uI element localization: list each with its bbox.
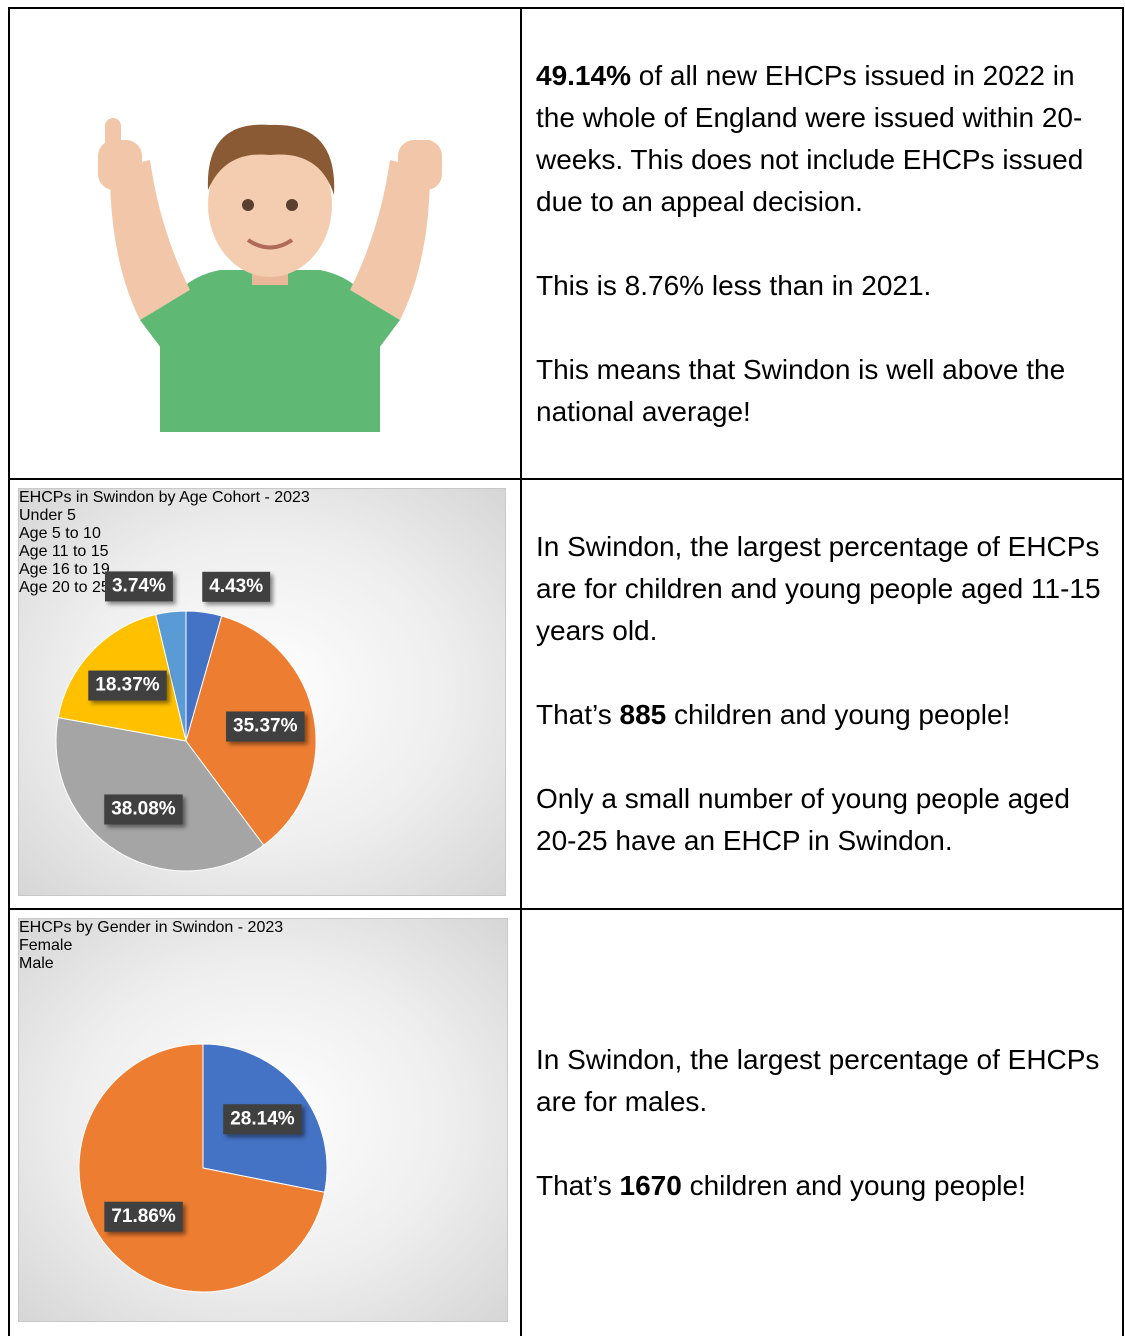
pie-svg: 28.14% 71.86% bbox=[19, 919, 507, 1321]
text: That’s bbox=[536, 699, 620, 730]
data-label: 3.74% bbox=[105, 571, 173, 601]
photo-boy bbox=[80, 110, 460, 432]
table-border bbox=[8, 7, 10, 1336]
paragraph: In Swindon, the largest percentage of EH… bbox=[536, 1039, 1116, 1123]
paragraph: In Swindon, the largest percentage of EH… bbox=[536, 526, 1116, 652]
text: In Swindon, the largest percentage of EH… bbox=[536, 531, 1101, 646]
pie-svg: 4.43% 35.37% 38.08% 18.37% 3.74% bbox=[19, 489, 505, 895]
text-cell: In Swindon, the largest percentage of EH… bbox=[522, 910, 1122, 1336]
text: children and young people! bbox=[666, 699, 1010, 730]
bold-text: 1670 bbox=[620, 1170, 682, 1201]
label-text: 35.37% bbox=[233, 715, 298, 736]
label-text: 18.37% bbox=[95, 675, 160, 696]
data-label: 28.14% bbox=[223, 1104, 301, 1134]
paragraph: Only a small number of young people aged… bbox=[536, 778, 1116, 862]
text: This is 8.76% less than in 2021. bbox=[536, 270, 931, 301]
text-cell: In Swindon, the largest percentage of EH… bbox=[522, 480, 1122, 908]
page: 49.14% of all new EHCPs issued in 2022 i… bbox=[0, 0, 1125, 1336]
label-text: 71.86% bbox=[111, 1206, 176, 1227]
text-block: 49.14% of all new EHCPs issued in 2022 i… bbox=[536, 55, 1116, 433]
data-label: 38.08% bbox=[104, 794, 182, 824]
label-text: 28.14% bbox=[230, 1108, 295, 1129]
paragraph: That’s 1670 children and young people! bbox=[536, 1165, 1116, 1207]
paragraph: That’s 885 children and young people! bbox=[536, 694, 1116, 736]
label-text: 38.08% bbox=[111, 798, 176, 819]
data-label: 35.37% bbox=[226, 711, 304, 741]
bold-text: 885 bbox=[620, 699, 667, 730]
text: Only a small number of young people aged… bbox=[536, 783, 1070, 856]
paragraph: 49.14% of all new EHCPs issued in 2022 i… bbox=[536, 55, 1116, 223]
paragraph: This is 8.76% less than in 2021. bbox=[536, 265, 1116, 307]
bold-text: 49.14% bbox=[536, 60, 631, 91]
text-block: In Swindon, the largest percentage of EH… bbox=[536, 526, 1116, 862]
text-cell: 49.14% of all new EHCPs issued in 2022 i… bbox=[522, 9, 1122, 478]
text: children and young people! bbox=[682, 1170, 1026, 1201]
text-block: In Swindon, the largest percentage of EH… bbox=[536, 1039, 1116, 1207]
data-label: 4.43% bbox=[202, 572, 270, 602]
data-label: 18.37% bbox=[88, 671, 166, 701]
paragraph: This means that Swindon is well above th… bbox=[536, 349, 1116, 433]
text: That’s bbox=[536, 1170, 620, 1201]
text: In Swindon, the largest percentage of EH… bbox=[536, 1044, 1099, 1117]
label-text: 3.74% bbox=[112, 575, 166, 596]
table-border bbox=[1122, 7, 1124, 1336]
data-label: 71.86% bbox=[104, 1202, 182, 1232]
label-text: 4.43% bbox=[209, 576, 263, 597]
text: This means that Swindon is well above th… bbox=[536, 354, 1065, 427]
